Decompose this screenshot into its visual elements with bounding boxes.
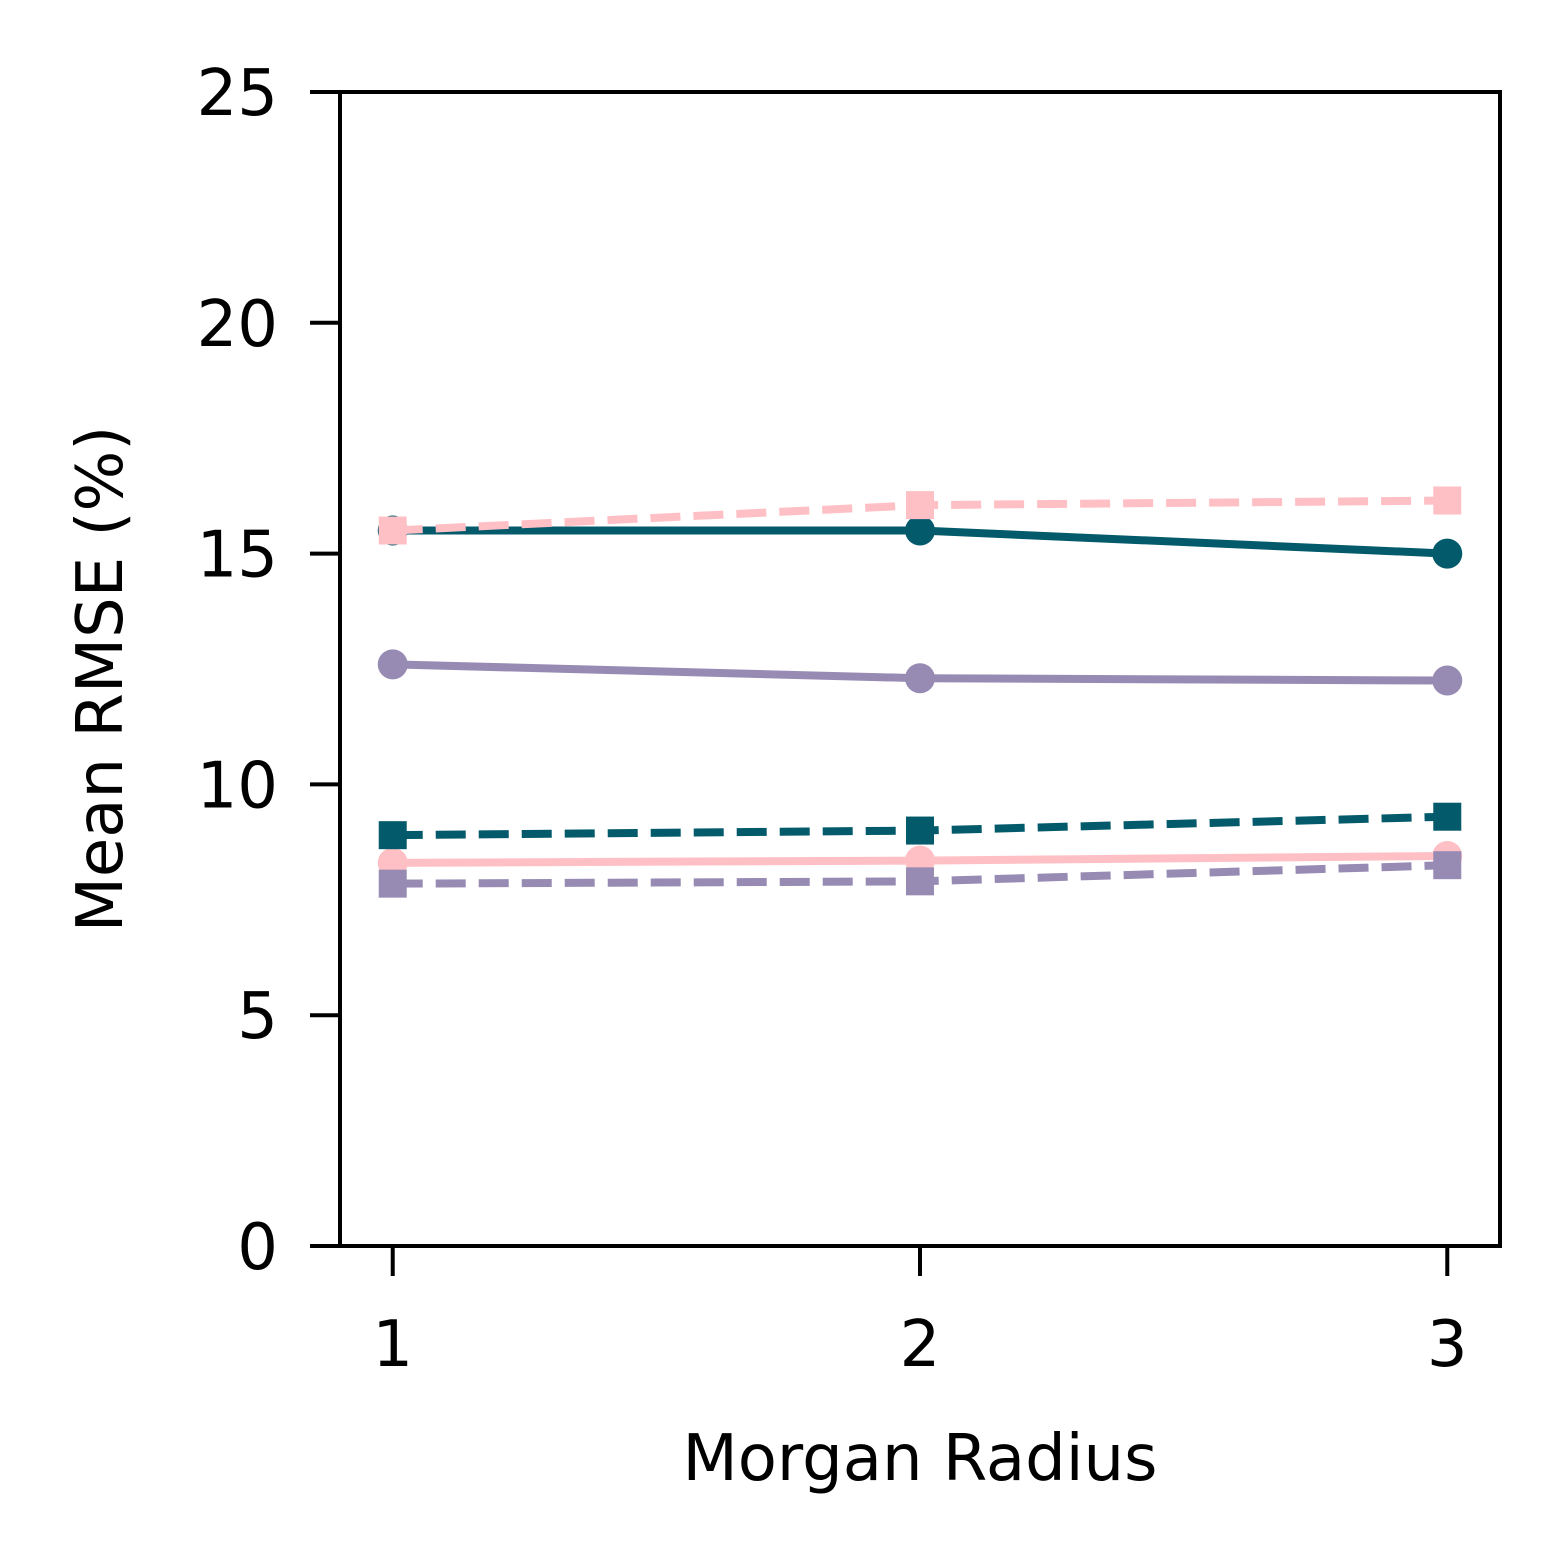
data-point <box>905 515 935 546</box>
data-point <box>1432 665 1463 696</box>
y-axis-label: Mean RMSE (%) <box>64 426 138 933</box>
x-tick-label: 1 <box>372 1308 413 1382</box>
data-point <box>378 516 407 545</box>
data-point <box>1432 538 1463 569</box>
data-point <box>1433 851 1462 880</box>
data-point <box>1433 802 1462 831</box>
x-axis-label: Morgan Radius <box>683 1422 1158 1496</box>
data-point <box>906 491 934 520</box>
x-tick-label: 2 <box>900 1308 941 1382</box>
data-point <box>378 869 407 898</box>
y-tick-label: 5 <box>237 980 278 1054</box>
y-tick-label: 15 <box>197 519 278 593</box>
series-6 <box>378 851 1462 898</box>
series-2 <box>377 649 1463 696</box>
y-tick-label: 20 <box>197 288 278 362</box>
data-point <box>378 821 407 850</box>
x-tick-label: 3 <box>1427 1308 1468 1382</box>
data-point <box>905 663 935 694</box>
series-4 <box>378 486 1462 545</box>
y-tick-label: 25 <box>197 57 278 131</box>
y-tick-label: 10 <box>197 749 278 823</box>
ticks-layer: 0 5 10 15 20 25 1 2 3 <box>197 57 1468 1382</box>
data-point <box>906 816 934 845</box>
data-point <box>377 649 408 680</box>
series-5 <box>378 802 1462 850</box>
series-layer <box>377 486 1463 898</box>
y-tick-label: 0 <box>237 1211 278 1285</box>
data-point <box>1433 486 1462 515</box>
data-point <box>906 867 934 896</box>
